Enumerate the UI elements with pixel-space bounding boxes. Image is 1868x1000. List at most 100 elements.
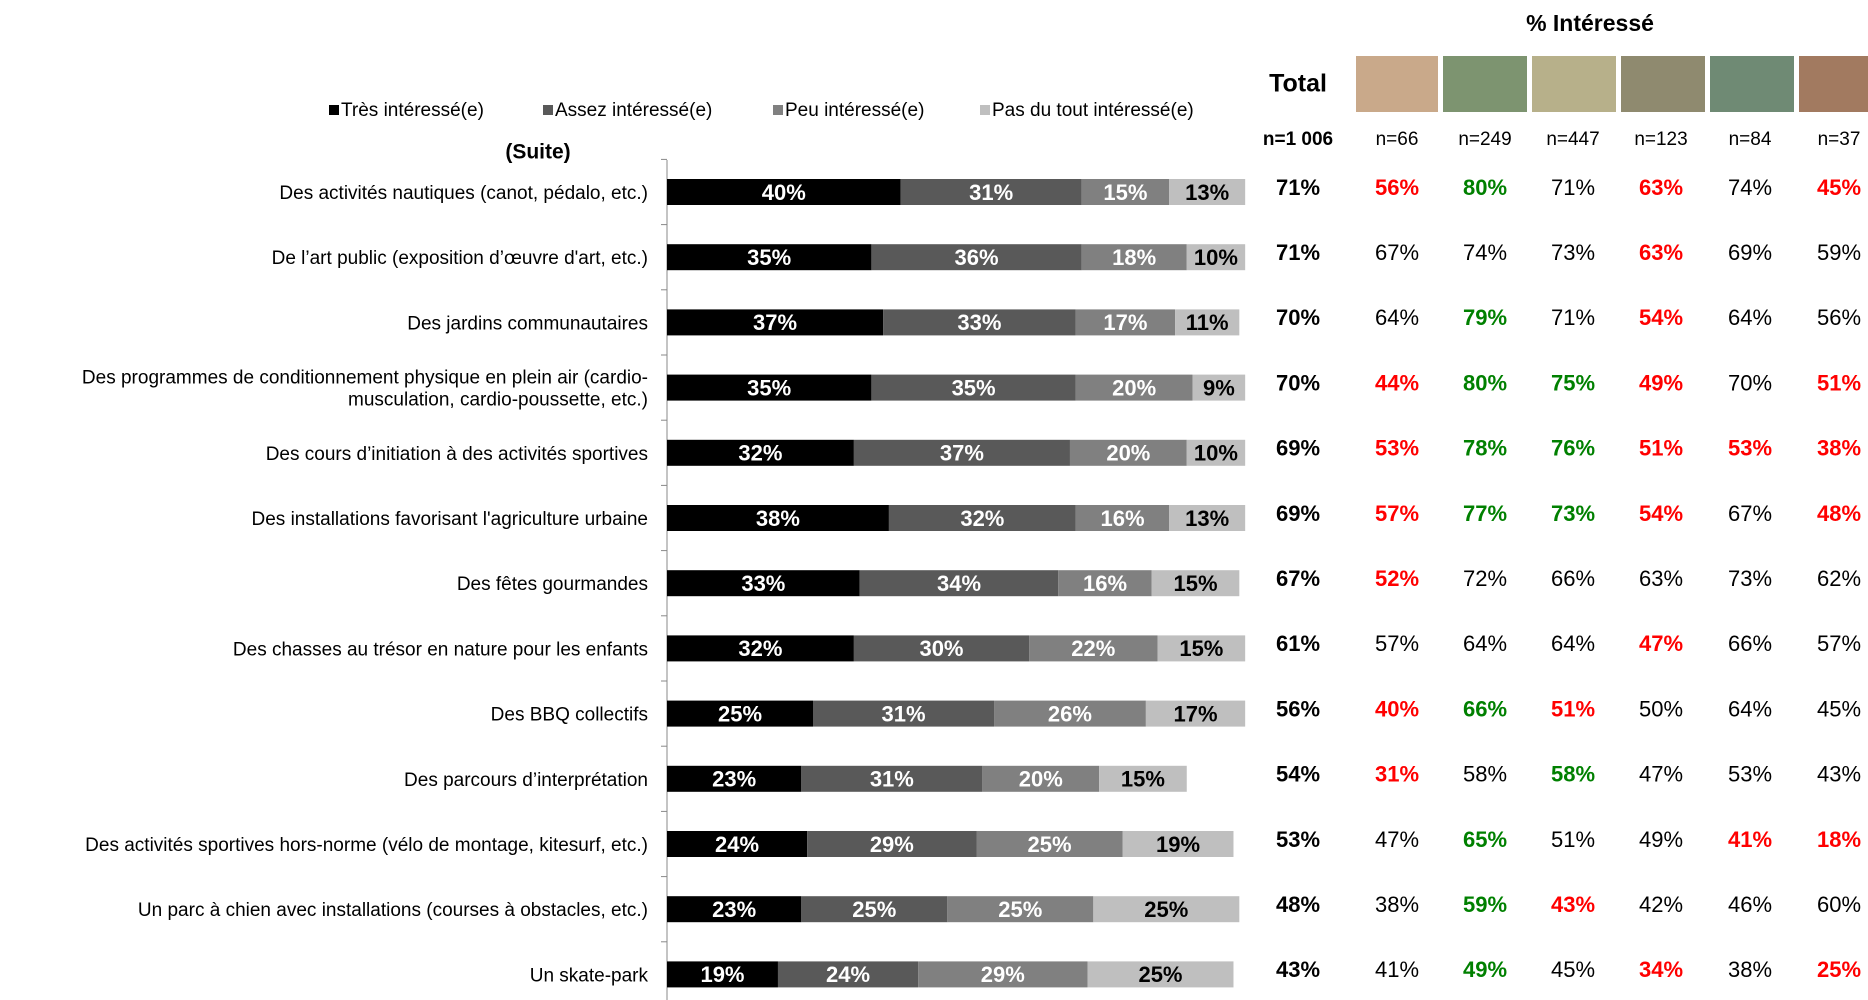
bar-segment (801, 765, 983, 792)
bar-label: 20% (1112, 375, 1156, 400)
table-cell: 51% (1551, 827, 1595, 852)
table-cell: 18% (1817, 827, 1861, 852)
table-cell: 66% (1551, 566, 1595, 591)
table-cell: 53% (1375, 436, 1419, 461)
bar-label: 30% (919, 636, 963, 661)
bar-label: 25% (1138, 962, 1182, 987)
bar-label: 35% (952, 375, 996, 400)
bar-label: 25% (852, 897, 896, 922)
table-cell: 56% (1817, 305, 1861, 330)
category-label: Des BBQ collectifs (491, 705, 648, 726)
table-cell: 76% (1551, 436, 1595, 461)
bar-label: 25% (998, 897, 1042, 922)
table-cell: 59% (1817, 240, 1861, 265)
bar-label: 38% (756, 506, 800, 531)
table-cell: 51% (1551, 696, 1595, 721)
table-cell: 45% (1817, 696, 1861, 721)
category-label: Des jardins communautaires (407, 313, 648, 334)
bar-segment (1145, 700, 1246, 727)
bar-label: 23% (712, 897, 756, 922)
total-header: Total (1269, 70, 1327, 98)
bar-segment (667, 505, 889, 531)
n-label: n=249 (1458, 129, 1511, 150)
bar-segment (1099, 765, 1187, 792)
n-label: n=37 (1818, 129, 1861, 150)
bar-segment (1151, 570, 1240, 597)
bar-segment (667, 961, 778, 988)
bar-segment (853, 439, 1070, 466)
bar-label: 19% (700, 962, 744, 987)
bar-label: 24% (715, 832, 759, 857)
table-cell: 69% (1276, 436, 1320, 461)
subtitle: (Suite) (505, 141, 570, 164)
photo (1710, 56, 1794, 112)
bar-segment (900, 179, 1082, 205)
bar-label: 32% (738, 636, 782, 661)
bar-label: 17% (1173, 701, 1217, 726)
table-cell: 52% (1375, 566, 1419, 591)
table-cell: 51% (1639, 436, 1683, 461)
bar-segment (1175, 309, 1240, 336)
table-cell: 74% (1463, 240, 1507, 265)
table-cell: 63% (1639, 175, 1683, 200)
table-cell: 64% (1463, 631, 1507, 656)
table-cell: 57% (1375, 501, 1419, 526)
table-cell: 69% (1728, 240, 1772, 265)
bar-label: 15% (1121, 767, 1165, 792)
table-cell: 64% (1728, 305, 1772, 330)
photos (1356, 56, 1868, 112)
table-cell: 70% (1728, 370, 1772, 395)
bar-segment (1075, 505, 1170, 531)
table-cell: 57% (1817, 631, 1861, 656)
bar-segment (1192, 374, 1246, 401)
table-cell: 57% (1375, 631, 1419, 656)
bar-label: 32% (960, 506, 1004, 531)
bar-label: 13% (1185, 506, 1229, 531)
bar-segment (1093, 896, 1240, 923)
bar-segment (918, 961, 1088, 988)
bar-segment (1122, 831, 1234, 857)
bar-label: 19% (1156, 832, 1200, 857)
bar-segment (1186, 244, 1246, 271)
table-cell: 80% (1463, 370, 1507, 395)
bar-label: 31% (969, 180, 1013, 205)
bar-segment (801, 896, 948, 923)
table-cell: 71% (1276, 175, 1320, 200)
bar-label: 33% (957, 310, 1001, 335)
bar-segment (976, 831, 1123, 857)
table-cell: 40% (1375, 696, 1419, 721)
table-cell: 59% (1463, 892, 1507, 917)
bar-label: 15% (1173, 571, 1217, 596)
bar-segment (667, 831, 808, 857)
table-cell: 42% (1639, 892, 1683, 917)
bar-segment (1081, 244, 1187, 271)
category-label: De l’art public (exposition d’œuvre d'ar… (272, 248, 648, 269)
bar-label: 18% (1112, 245, 1156, 270)
table-cell: 71% (1551, 175, 1595, 200)
table-cell: 54% (1639, 501, 1683, 526)
bar-label: 15% (1103, 180, 1147, 205)
table-cell: 38% (1375, 892, 1419, 917)
table-cell: 48% (1817, 501, 1861, 526)
bar-segment (982, 765, 1100, 792)
bar-label: 35% (747, 245, 791, 270)
photo (1356, 56, 1438, 112)
bar-label: 25% (718, 701, 762, 726)
bar-segment (859, 570, 1059, 597)
bar-label: 36% (954, 245, 998, 270)
category-label: Des activités nautiques (canot, pédalo, … (279, 183, 648, 204)
table-cell: 74% (1728, 175, 1772, 200)
table-cell: 25% (1817, 957, 1861, 982)
bar-label: 15% (1179, 636, 1223, 661)
bar-segment (667, 700, 813, 727)
table-cell: 64% (1551, 631, 1595, 656)
table-cell: 49% (1639, 827, 1683, 852)
table-cell: 45% (1551, 957, 1595, 982)
bar-label: 9% (1203, 375, 1235, 400)
n-label: n=66 (1376, 129, 1419, 150)
bar-label: 26% (1048, 701, 1092, 726)
table-cell: 34% (1639, 957, 1683, 982)
table-cell: 54% (1276, 762, 1320, 787)
bar-segment (777, 961, 919, 988)
bar-segment (1075, 374, 1193, 401)
